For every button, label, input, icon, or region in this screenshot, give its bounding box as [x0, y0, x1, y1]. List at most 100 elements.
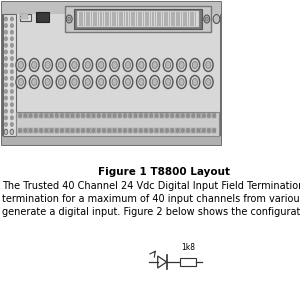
Bar	[2, 2, 221, 14]
Circle shape	[160, 113, 163, 118]
Bar	[55, 128, 59, 133]
Bar	[139, 113, 143, 118]
Bar	[110, 12, 111, 26]
Bar	[79, 12, 80, 26]
Bar	[16, 112, 219, 136]
Circle shape	[70, 59, 79, 72]
Circle shape	[11, 90, 13, 93]
Circle shape	[208, 129, 210, 132]
Bar	[149, 128, 154, 133]
Circle shape	[45, 113, 48, 118]
Bar	[112, 113, 117, 118]
Bar	[49, 113, 54, 118]
Bar	[20, 14, 28, 16]
Bar	[81, 128, 85, 133]
Circle shape	[11, 24, 13, 27]
Bar	[77, 11, 199, 27]
Circle shape	[96, 59, 106, 72]
Circle shape	[32, 78, 37, 86]
Bar	[133, 12, 135, 26]
Bar	[91, 12, 92, 26]
Bar	[157, 12, 159, 26]
Circle shape	[4, 44, 7, 47]
Circle shape	[29, 59, 39, 72]
Bar	[76, 113, 80, 118]
Circle shape	[108, 113, 111, 118]
Bar	[117, 12, 118, 26]
Bar	[112, 12, 114, 26]
Bar	[65, 113, 70, 118]
Bar	[196, 128, 201, 133]
Circle shape	[123, 59, 133, 72]
Circle shape	[11, 77, 13, 80]
Text: The Trusted 40 Channel 24 Vdc Digital Input Field Termination: The Trusted 40 Channel 24 Vdc Digital In…	[2, 181, 300, 191]
Circle shape	[85, 78, 90, 86]
Bar	[181, 113, 185, 118]
Circle shape	[203, 59, 213, 72]
Circle shape	[19, 129, 22, 132]
Bar	[60, 113, 64, 118]
Bar	[102, 128, 106, 133]
Bar	[28, 128, 33, 133]
Circle shape	[16, 75, 26, 89]
Bar	[49, 128, 54, 133]
Circle shape	[82, 113, 85, 118]
Circle shape	[4, 103, 7, 106]
Bar	[84, 12, 85, 26]
Circle shape	[204, 15, 210, 23]
Circle shape	[43, 75, 52, 89]
Text: Figure 1 T8800 Layout: Figure 1 T8800 Layout	[98, 167, 230, 177]
Circle shape	[112, 61, 117, 69]
Bar	[20, 17, 28, 19]
Bar	[70, 128, 75, 133]
Bar	[126, 12, 128, 26]
Circle shape	[177, 75, 186, 89]
Circle shape	[179, 78, 184, 86]
Circle shape	[92, 113, 95, 118]
Bar	[107, 128, 112, 133]
Circle shape	[71, 113, 74, 118]
Circle shape	[96, 75, 106, 89]
Circle shape	[56, 59, 66, 72]
Bar	[81, 12, 83, 26]
Circle shape	[10, 129, 14, 135]
Bar	[191, 113, 196, 118]
Bar	[159, 12, 161, 26]
Bar	[133, 113, 138, 118]
Bar	[150, 12, 152, 26]
Circle shape	[97, 129, 100, 132]
Circle shape	[43, 59, 52, 72]
Bar	[140, 12, 142, 26]
Bar	[138, 12, 140, 26]
Circle shape	[206, 78, 211, 86]
Circle shape	[197, 129, 200, 132]
Bar	[39, 113, 43, 118]
Circle shape	[171, 113, 174, 118]
Bar	[145, 12, 147, 26]
Circle shape	[125, 61, 130, 69]
Circle shape	[85, 61, 90, 69]
Circle shape	[176, 113, 179, 118]
Bar	[202, 128, 206, 133]
Bar	[167, 12, 168, 26]
Circle shape	[82, 129, 85, 132]
Circle shape	[155, 129, 158, 132]
Circle shape	[71, 129, 74, 132]
Bar	[181, 128, 185, 133]
Bar	[2, 136, 221, 145]
Circle shape	[24, 113, 27, 118]
Circle shape	[152, 78, 157, 86]
Circle shape	[197, 113, 200, 118]
Circle shape	[163, 59, 173, 72]
Circle shape	[163, 75, 173, 89]
Bar	[114, 12, 116, 26]
Circle shape	[55, 129, 58, 132]
Circle shape	[181, 129, 184, 132]
Circle shape	[87, 129, 90, 132]
Circle shape	[4, 123, 7, 126]
Bar	[149, 113, 154, 118]
Circle shape	[11, 129, 13, 133]
Text: 1k8: 1k8	[181, 243, 195, 252]
Bar	[65, 6, 211, 32]
Circle shape	[4, 24, 7, 27]
